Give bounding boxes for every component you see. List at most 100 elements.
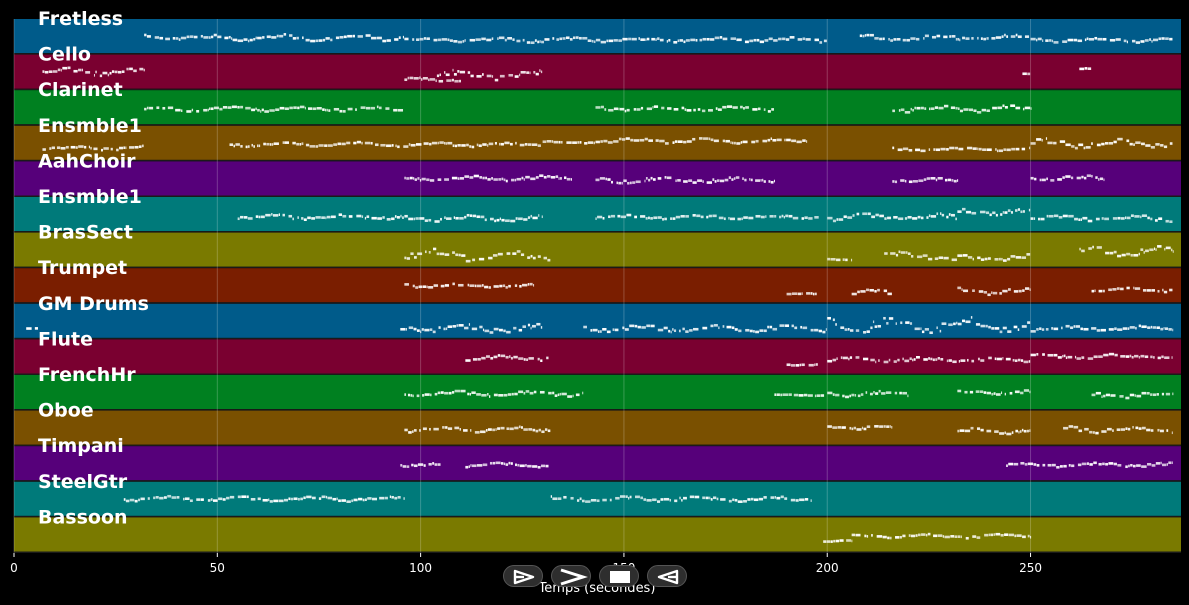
note xyxy=(958,360,961,363)
note xyxy=(304,106,306,110)
note xyxy=(1153,247,1155,251)
note xyxy=(1036,353,1039,356)
note xyxy=(786,363,791,367)
reverse-play-button[interactable] xyxy=(647,565,687,587)
note xyxy=(666,176,672,180)
track-band xyxy=(14,339,1181,374)
note xyxy=(833,539,836,543)
note xyxy=(246,495,249,499)
note xyxy=(1063,464,1067,468)
note xyxy=(583,325,587,329)
note xyxy=(327,496,333,500)
note xyxy=(1027,72,1031,76)
note xyxy=(1021,428,1024,432)
note xyxy=(93,74,96,77)
stop-button[interactable] xyxy=(599,565,639,587)
note xyxy=(743,500,747,503)
note xyxy=(422,285,427,288)
note xyxy=(557,497,562,500)
note xyxy=(866,288,870,292)
note xyxy=(972,289,975,292)
note xyxy=(129,67,133,71)
note xyxy=(1171,461,1173,465)
note xyxy=(109,71,112,75)
note xyxy=(881,392,886,395)
note xyxy=(101,148,103,152)
note xyxy=(376,105,379,109)
note xyxy=(769,325,773,329)
note xyxy=(869,392,873,396)
note xyxy=(902,147,909,151)
note xyxy=(597,215,603,219)
note xyxy=(288,497,291,501)
note xyxy=(1002,259,1007,262)
note xyxy=(693,327,699,331)
note xyxy=(603,139,608,143)
note xyxy=(222,106,228,109)
note xyxy=(459,79,461,83)
note xyxy=(533,70,536,74)
note xyxy=(664,176,667,179)
note xyxy=(932,358,935,362)
note xyxy=(755,139,759,143)
note xyxy=(785,38,790,41)
note xyxy=(318,39,323,42)
note xyxy=(479,325,483,329)
play-button[interactable] xyxy=(503,565,543,587)
note xyxy=(377,217,382,220)
note xyxy=(599,330,602,333)
note xyxy=(181,109,183,113)
note xyxy=(372,497,378,501)
note xyxy=(507,36,513,40)
note xyxy=(1021,325,1027,328)
note xyxy=(509,355,511,358)
note xyxy=(1169,288,1173,292)
note xyxy=(1096,246,1102,249)
note xyxy=(217,35,222,39)
note xyxy=(900,321,903,325)
note xyxy=(846,539,851,542)
note xyxy=(502,284,506,288)
note xyxy=(268,498,270,502)
note xyxy=(861,426,864,430)
note xyxy=(1150,429,1154,432)
note xyxy=(1125,396,1130,400)
note xyxy=(404,37,409,41)
note xyxy=(928,214,931,217)
note xyxy=(732,498,735,502)
note xyxy=(60,68,62,72)
note xyxy=(768,180,771,183)
note xyxy=(1015,106,1021,110)
note xyxy=(1030,217,1034,220)
note xyxy=(587,39,592,43)
note xyxy=(437,391,441,395)
forward-button[interactable] xyxy=(551,565,591,587)
note xyxy=(668,38,671,42)
note xyxy=(1045,328,1049,331)
note xyxy=(883,360,889,364)
note xyxy=(123,498,126,501)
note xyxy=(1042,463,1046,467)
note xyxy=(958,147,964,151)
note xyxy=(851,539,853,543)
note xyxy=(892,180,895,183)
note xyxy=(1172,328,1174,332)
note xyxy=(916,356,920,359)
track-label: Timpani xyxy=(38,435,124,457)
note xyxy=(114,70,118,74)
note xyxy=(196,498,201,501)
note xyxy=(241,495,247,498)
note xyxy=(1006,464,1008,468)
note xyxy=(141,144,144,148)
note xyxy=(1151,40,1153,43)
note xyxy=(527,216,531,219)
note xyxy=(835,323,837,326)
note xyxy=(1019,430,1022,433)
note xyxy=(1008,288,1011,291)
x-tick-label: 100 xyxy=(409,561,432,575)
note xyxy=(1150,325,1153,329)
note xyxy=(307,107,313,110)
note xyxy=(645,177,648,180)
note xyxy=(980,37,983,40)
note xyxy=(962,254,968,257)
